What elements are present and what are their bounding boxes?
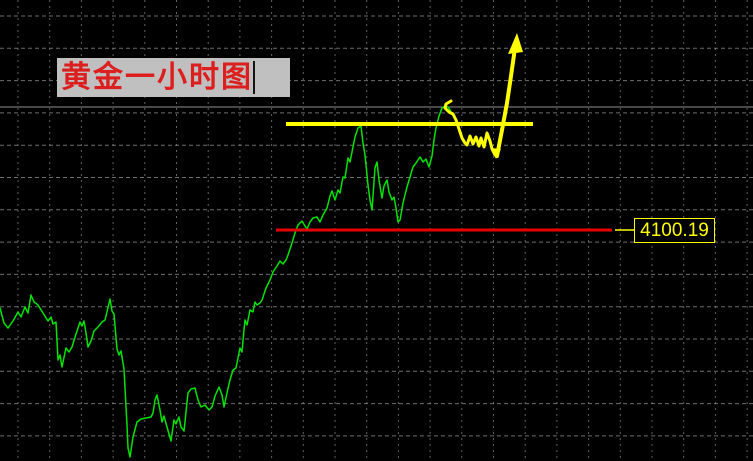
price-level-label[interactable]: 4100.19: [634, 218, 715, 243]
freehand-pullback-sketch[interactable]: [443, 99, 497, 157]
projection-arrow-shaft[interactable]: [495, 46, 517, 158]
price-level-value: 4100.19: [640, 220, 709, 241]
text-cursor: [253, 61, 255, 94]
chart-title: 黄金一小时图: [61, 60, 253, 94]
gold-price-line[interactable]: [0, 105, 456, 458]
chart-title-box[interactable]: 黄金一小时图: [57, 58, 290, 97]
up-arrowhead-icon: [508, 33, 523, 54]
